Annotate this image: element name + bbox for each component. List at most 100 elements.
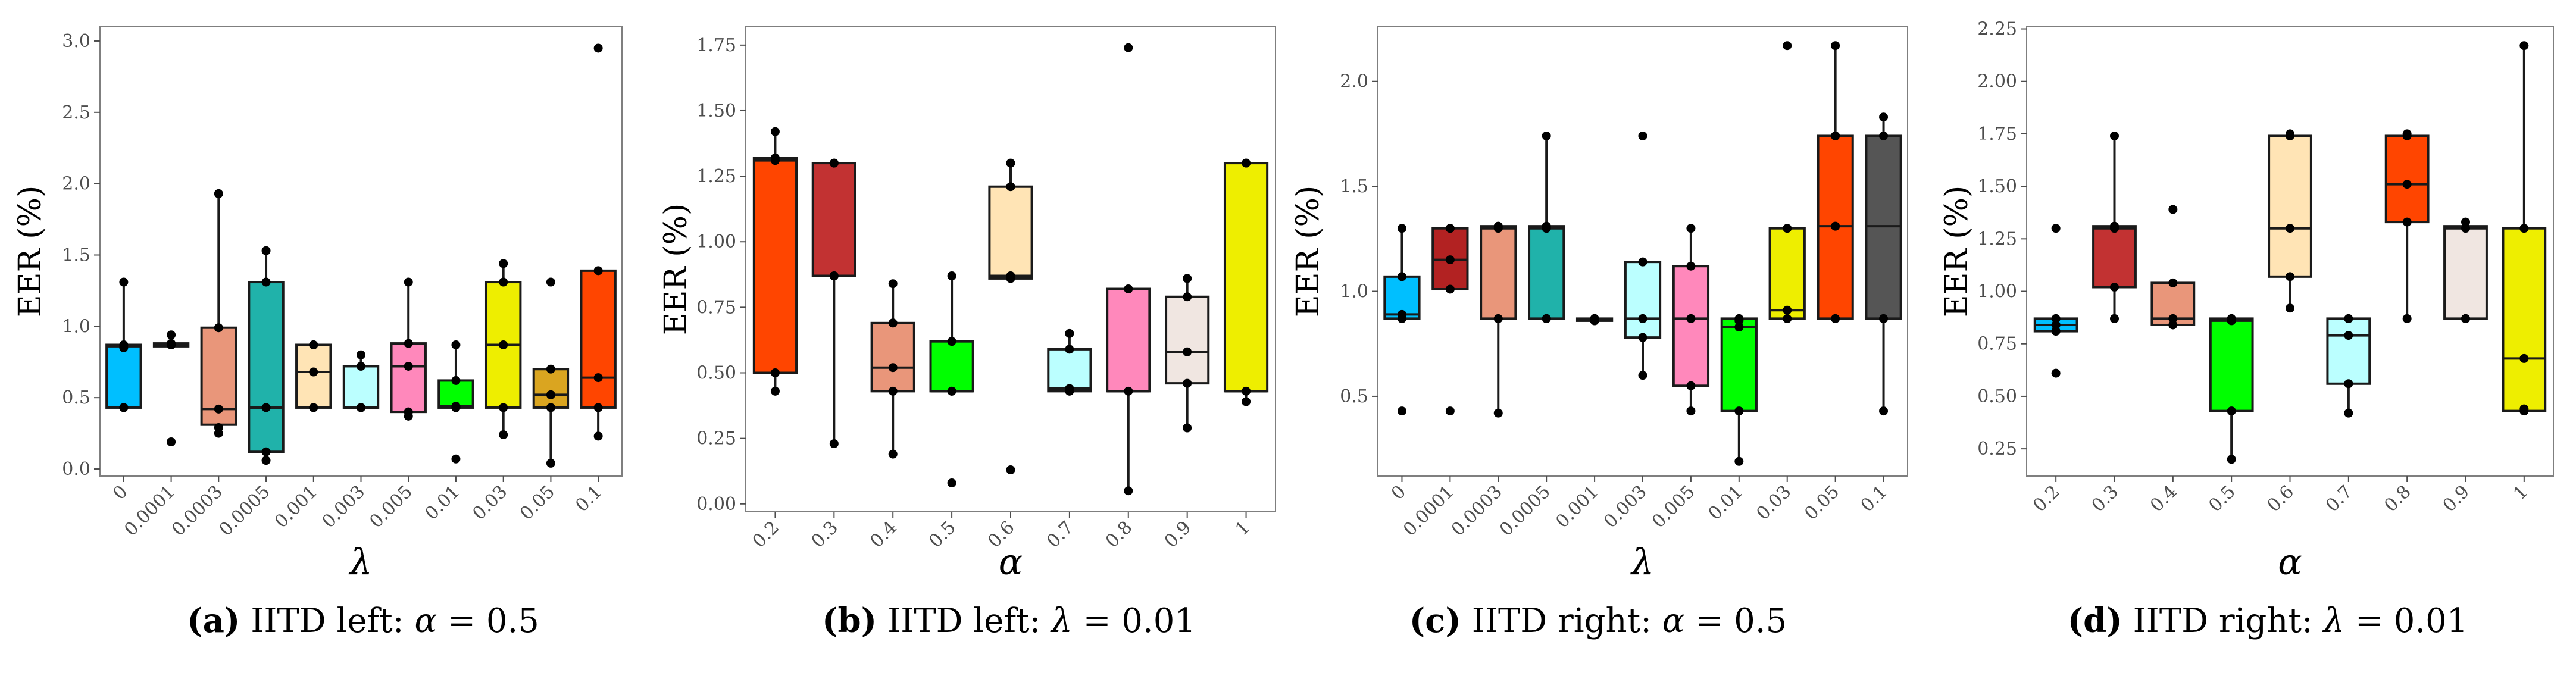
box-0.2 <box>2033 224 2078 378</box>
y-tick-label: 1.00 <box>1977 281 2017 302</box>
data-point <box>1397 224 1406 233</box>
x-tick-label: 0 <box>109 481 132 504</box>
caption-text: IITD right: <box>2133 602 2313 640</box>
data-point <box>1397 272 1406 281</box>
box-0.9 <box>1165 274 1210 433</box>
data-point <box>309 367 318 377</box>
data-point <box>451 376 461 385</box>
box-body <box>1720 317 1758 412</box>
box-0.01 <box>1720 314 1758 466</box>
data-point <box>2461 224 2470 233</box>
x-tick-label: 0.03 <box>468 481 511 524</box>
data-point <box>2344 331 2353 340</box>
data-point <box>2461 217 2470 227</box>
data-point <box>1445 406 1455 416</box>
box-0.7 <box>2326 314 2371 418</box>
x-tick-label: 0.0001 <box>1399 481 1458 540</box>
caption-value: = 0.01 <box>1083 602 1196 640</box>
x-axis-label: λ <box>348 542 372 583</box>
data-point <box>1831 221 1840 231</box>
data-point <box>546 390 555 399</box>
x-axis-label: λ <box>1630 542 1654 583</box>
box-0.03 <box>1768 41 1806 323</box>
data-point <box>1397 406 1406 416</box>
data-point <box>888 386 898 396</box>
x-tick-label: 0.4 <box>2146 481 2181 516</box>
y-tick-label: 0.00 <box>696 494 736 515</box>
data-point <box>2168 205 2178 214</box>
data-point <box>1445 224 1455 233</box>
x-tick-label: 0.0005 <box>1496 481 1555 540</box>
box-body <box>2326 317 2371 385</box>
box-0.0005 <box>1528 131 1565 323</box>
data-point <box>1831 314 1840 323</box>
data-point <box>947 386 956 396</box>
data-point <box>2051 368 2061 378</box>
data-point <box>119 403 129 412</box>
data-point <box>1242 158 1251 168</box>
data-point <box>357 361 365 371</box>
caption-text: IITD right: <box>1471 602 1652 640</box>
y-tick-label: 1.75 <box>696 35 736 56</box>
box-0.7 <box>1047 328 1092 396</box>
data-point <box>1783 224 1792 233</box>
data-point <box>2168 278 2178 287</box>
data-point <box>1686 406 1696 416</box>
data-point <box>2402 129 2412 139</box>
data-point <box>2051 314 2061 323</box>
data-point <box>404 339 413 348</box>
box-body <box>929 340 974 393</box>
data-point <box>546 403 555 412</box>
data-point <box>119 340 129 349</box>
box-body <box>2209 317 2254 412</box>
data-point <box>2286 224 2294 233</box>
data-point <box>214 323 223 333</box>
data-point <box>888 363 898 373</box>
box-0.3 <box>811 158 856 448</box>
data-point <box>1542 221 1551 231</box>
data-point <box>829 158 839 168</box>
caption-2: (b) IITD left: λ = 0.01 <box>822 601 1196 640</box>
data-point <box>1783 305 1792 315</box>
data-point <box>451 402 461 411</box>
x-tick-label: 0.7 <box>2322 481 2356 516</box>
data-point <box>261 246 271 255</box>
y-tick-label: 2.0 <box>1340 71 1368 92</box>
x-tick-label: 0.0005 <box>215 481 274 540</box>
data-point <box>309 403 318 412</box>
box-body <box>2502 227 2547 412</box>
data-point <box>2402 314 2412 323</box>
x-tick-label: 0.5 <box>925 517 959 552</box>
data-point <box>261 403 271 412</box>
data-point <box>1065 328 1074 338</box>
data-point <box>1734 323 1744 332</box>
caption-label: (a) <box>187 601 240 640</box>
data-point <box>1638 371 1647 380</box>
data-point <box>2519 41 2529 51</box>
data-point <box>1734 314 1744 323</box>
data-point <box>119 277 129 287</box>
y-tick-label: 0.0 <box>62 459 90 480</box>
data-point <box>770 386 780 396</box>
box-0.005 <box>1672 224 1710 416</box>
data-point <box>499 259 508 268</box>
caption-value: = 0.01 <box>2355 602 2468 640</box>
data-point <box>947 337 956 346</box>
data-point <box>593 373 603 383</box>
data-point <box>1445 255 1455 265</box>
data-point <box>1493 221 1503 231</box>
y-tick-label: 1.5 <box>62 245 90 265</box>
y-tick-label: 1.50 <box>696 101 736 121</box>
data-point <box>1734 456 1744 466</box>
caption-variable: α <box>414 602 437 640</box>
data-point <box>451 340 461 349</box>
box-body <box>752 157 798 374</box>
data-point <box>2344 379 2353 389</box>
data-point <box>2344 408 2353 418</box>
data-point <box>1006 465 1015 475</box>
box-0.6 <box>2268 129 2312 313</box>
data-point <box>214 423 223 433</box>
box-0.0003 <box>1480 221 1517 418</box>
